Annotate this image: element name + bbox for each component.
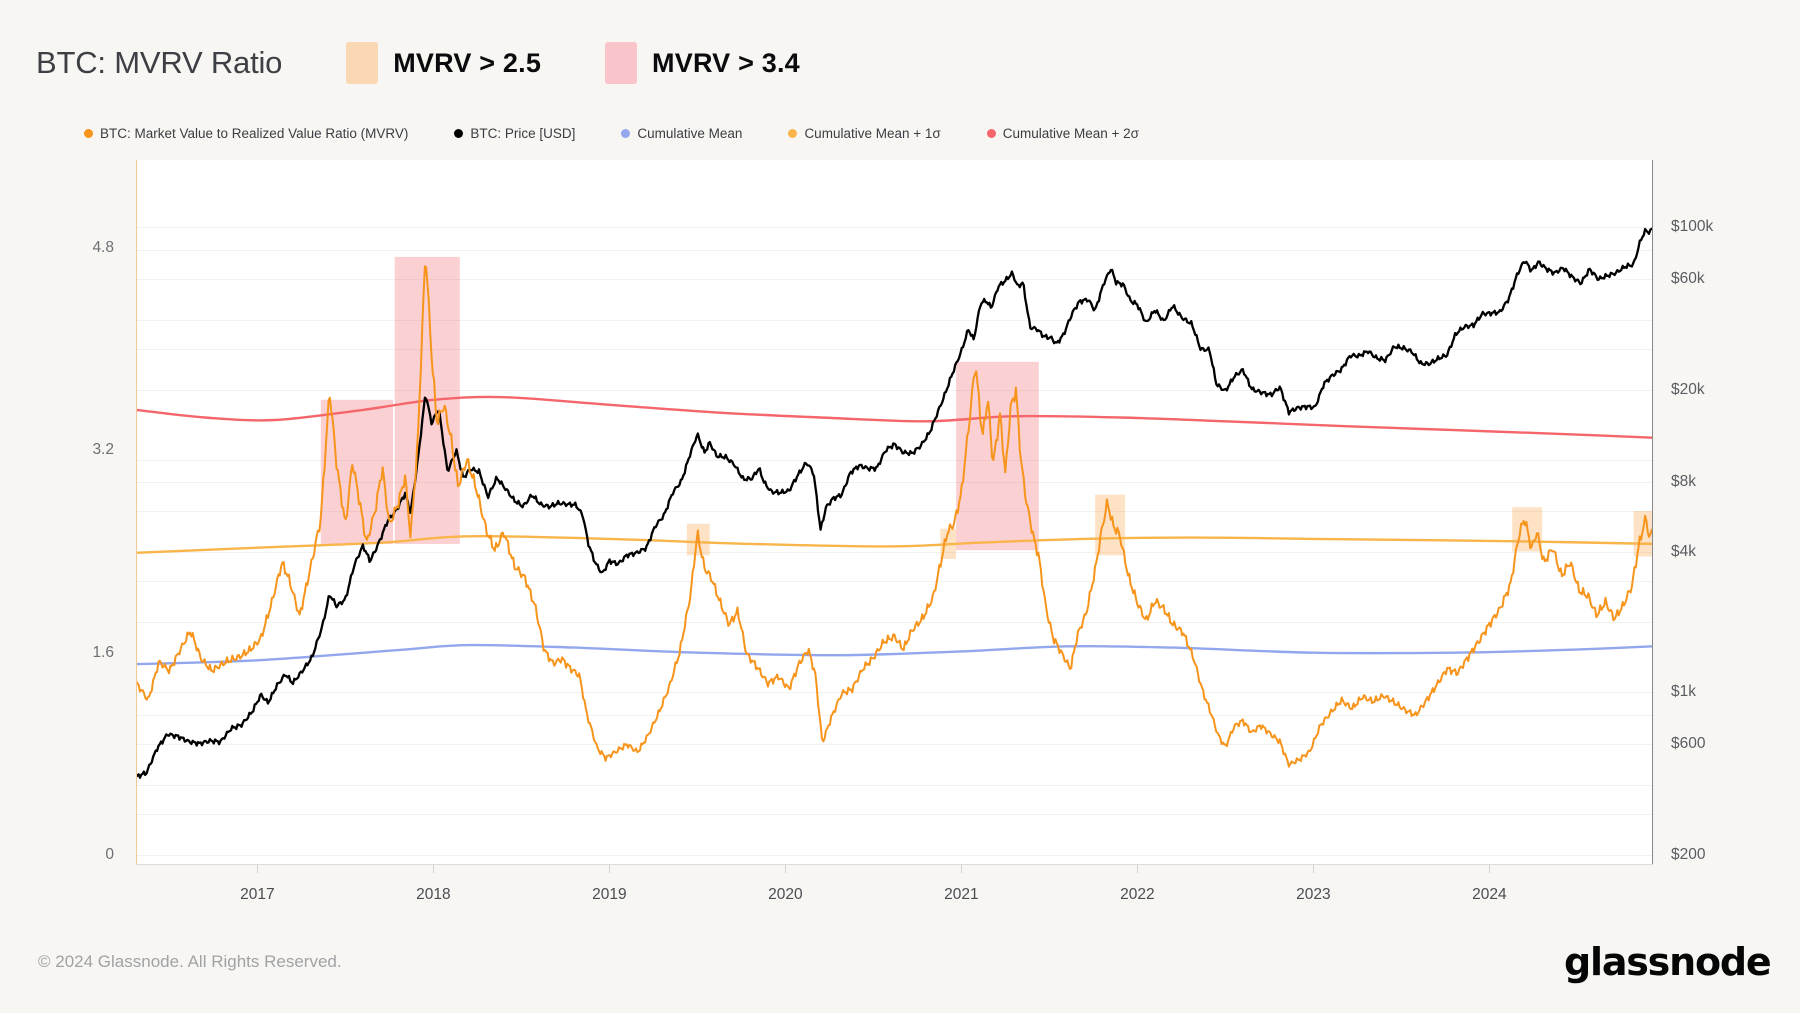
series-color-dot-price bbox=[454, 129, 464, 138]
y-left-tick-label: 1.6 bbox=[92, 643, 114, 661]
x-axis-tick-mark bbox=[785, 865, 787, 873]
series-color-dot-mvrv bbox=[84, 129, 93, 138]
series-legend-label: BTC: Price [USD] bbox=[470, 126, 576, 141]
series-legend-item-price[interactable]: BTC: Price [USD] bbox=[454, 126, 575, 141]
y-right-tick-label: $200 bbox=[1671, 846, 1706, 863]
x-axis-tick-mark bbox=[1313, 865, 1315, 873]
x-axis-tick-label: 2018 bbox=[416, 886, 451, 903]
y-right-tick-label: $600 bbox=[1671, 734, 1706, 752]
glassnode-logo: glassnode bbox=[1564, 940, 1772, 984]
x-axis-tick-label: 2017 bbox=[240, 886, 275, 903]
threshold-legend-item-3-4: MVRV > 3.4 bbox=[605, 42, 800, 84]
series-legend-label: Cumulative Mean + 1σ bbox=[804, 126, 941, 141]
x-axis-tick-label: 2023 bbox=[1296, 886, 1331, 903]
mvrv-2-5-swatch bbox=[346, 42, 379, 84]
series-legend-item-mean-plus-2sigma[interactable]: Cumulative Mean + 2σ bbox=[986, 126, 1139, 141]
chart-plot-area[interactable] bbox=[136, 160, 1653, 865]
mvrv-3-4-swatch bbox=[605, 42, 638, 84]
series-legend-label: Cumulative Mean bbox=[637, 126, 743, 141]
y-left-tick-label: 0 bbox=[105, 846, 114, 863]
series-color-dot-plus1sigma bbox=[788, 129, 798, 138]
y-right-tick-label: $4k bbox=[1671, 543, 1696, 561]
series-legend-item-mean-plus-1sigma[interactable]: Cumulative Mean + 1σ bbox=[788, 126, 941, 141]
x-axis-tick-mark bbox=[257, 865, 259, 873]
y-right-tick-label: $60k bbox=[1671, 269, 1705, 287]
series-color-dot-mean bbox=[621, 129, 631, 138]
threshold-legend-item-2-5: MVRV > 2.5 bbox=[346, 42, 541, 84]
y-left-tick-label: 4.8 bbox=[92, 239, 114, 256]
y-right-tick-label: $1k bbox=[1671, 683, 1696, 701]
x-axis-tick-mark bbox=[609, 865, 611, 873]
series-legend-label: Cumulative Mean + 2σ bbox=[1002, 126, 1139, 141]
series-legend: BTC: Market Value to Realized Value Rati… bbox=[84, 126, 1139, 141]
y-right-tick-label: $8k bbox=[1671, 473, 1696, 491]
series-legend-item-cumulative-mean[interactable]: Cumulative Mean bbox=[621, 126, 742, 141]
y-right-tick-label: $100k bbox=[1671, 217, 1714, 235]
page-title: BTC: MVRV Ratio bbox=[36, 45, 283, 80]
series-legend-item-mvrv[interactable]: BTC: Market Value to Realized Value Rati… bbox=[84, 126, 408, 141]
y-right-tick-label: $20k bbox=[1671, 380, 1705, 398]
x-axis-tick-mark bbox=[1137, 865, 1139, 873]
y-left-tick-label: 3.2 bbox=[92, 441, 114, 459]
x-axis-tick-mark bbox=[1489, 865, 1491, 873]
x-axis-tick-label: 2019 bbox=[592, 886, 627, 903]
threshold-label-2-5: MVRV > 2.5 bbox=[393, 47, 542, 78]
x-axis-tick-mark bbox=[961, 865, 963, 873]
threshold-label-3-4: MVRV > 3.4 bbox=[652, 47, 800, 78]
chart-svg[interactable] bbox=[136, 160, 1653, 865]
x-axis-tick-label: 2024 bbox=[1472, 886, 1507, 903]
series-color-dot-plus2sigma bbox=[986, 129, 996, 138]
series-legend-label: BTC: Market Value to Realized Value Rati… bbox=[100, 126, 409, 141]
x-axis-tick-label: 2020 bbox=[768, 886, 803, 903]
footer-copyright: © 2024 Glassnode. All Rights Reserved. bbox=[38, 952, 342, 971]
x-axis-tick-label: 2021 bbox=[944, 886, 979, 903]
x-axis-tick-label: 2022 bbox=[1120, 886, 1155, 903]
x-axis-tick-mark bbox=[433, 865, 435, 873]
header: BTC: MVRV Ratio MVRV > 2.5 MVRV > 3.4 bbox=[36, 42, 800, 84]
